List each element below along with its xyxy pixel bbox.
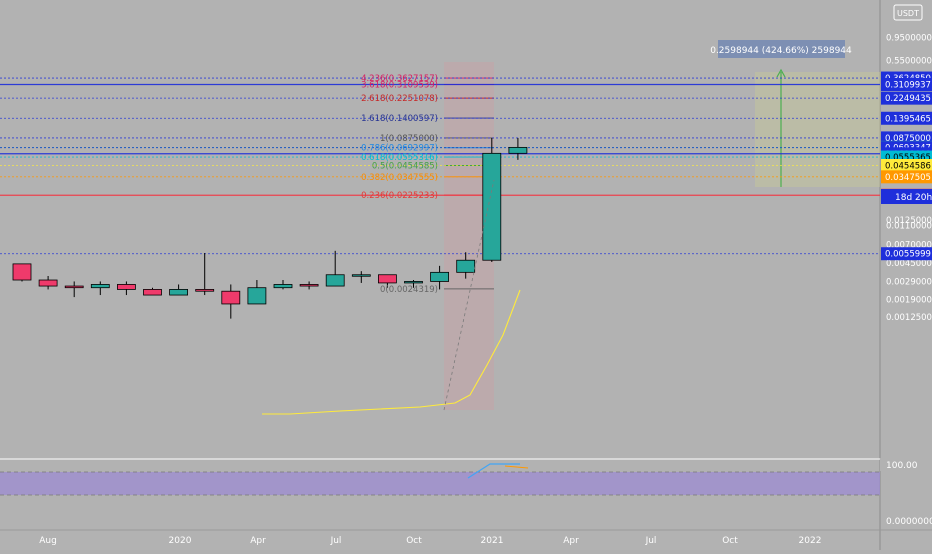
fib-label-3: 1.618(0.1400597) (361, 114, 438, 124)
axis-tick-3: 0.0110000 (886, 221, 932, 231)
x-tick-8: Oct (722, 536, 738, 546)
axis-tick-7: 0.0019000 (886, 295, 932, 305)
candle-3 (90, 281, 110, 296)
rsi-top-label: 100.00 (886, 461, 918, 471)
x-tick-1: 2020 (169, 536, 192, 546)
candle-8 (221, 284, 241, 319)
candle-12 (325, 250, 345, 287)
axis-tick-5: 0.0045000 (886, 259, 932, 269)
axis-tick-2: 0.0125000 (886, 216, 932, 226)
fib-label-8: 0.382(0.0347555) (361, 173, 438, 183)
x-tick-5: 2021 (481, 536, 504, 546)
rsi-top-label-box (880, 458, 932, 471)
candle-10 (273, 280, 293, 290)
price-label-1: 0.3109937 (885, 81, 931, 91)
price-label-box-12 (881, 247, 932, 261)
rsi-signal-line (504, 465, 529, 469)
candles (12, 137, 528, 319)
rsi-bottom-label: 0.0000000 (886, 517, 932, 527)
currency-badge: USDT (897, 9, 919, 18)
axis-tick-4: 0.0070000 (886, 240, 932, 250)
candle-9 (247, 280, 267, 305)
fib-label-6: 0.618(0.0555316) (361, 153, 438, 163)
candle-5 (143, 287, 162, 296)
candle-17 (456, 252, 476, 279)
x-tick-7: Jul (645, 536, 657, 546)
fib-label-2: 2.618(0.2251078) (361, 94, 438, 104)
price-label-box-2 (881, 91, 932, 105)
rsi-band (0, 472, 880, 495)
price-label-3: 0.1395465 (885, 114, 931, 124)
axis-tick-0: 0.9500000 (886, 33, 932, 43)
price-label-12: 0.0055999 (885, 250, 931, 260)
candle-2 (64, 281, 84, 298)
measure-label-box (718, 40, 845, 58)
fib-label-7: 0.5(0.0454585) (372, 162, 438, 172)
fib-label-0: 4.236(0.3627157) (361, 74, 438, 84)
rsi-line (467, 463, 520, 479)
price-label-4: 0.0875000 (885, 134, 931, 144)
moving-average-line (262, 289, 521, 415)
price-label-10: 0.0347505 (885, 173, 931, 183)
measure-area (755, 72, 880, 187)
fib-label-4: 1(0.0875000) (380, 134, 438, 144)
countdown-box (881, 189, 932, 204)
candle-16 (430, 265, 450, 290)
x-tick-2: Apr (250, 536, 266, 546)
x-tick-4: Oct (406, 536, 422, 546)
axis-tick-1: 0.5500000 (886, 56, 932, 66)
candle-15 (404, 280, 423, 288)
candle-1 (38, 276, 58, 290)
x-tick-3: Jul (330, 536, 342, 546)
measure-arrow-head (776, 68, 786, 78)
price-label-box-3 (881, 111, 932, 125)
candle-18 (482, 137, 502, 263)
currency-badge-box[interactable] (893, 4, 923, 21)
fib-labels: 4.236(0.3627157)3.618(0.3109539) 2.618(0.… (361, 74, 438, 295)
x-tick-0: Aug (39, 536, 57, 546)
time-axis-ticks: Aug 2020 Apr Jul Oct 2021 Apr Jul Oct 2022 (39, 536, 821, 546)
fib-label-10: 0(0.0024319) (380, 285, 438, 295)
price-label-box-9 (881, 159, 932, 173)
price-label-2: 0.2249435 (885, 94, 931, 104)
chart-background (0, 0, 880, 530)
measure-label: 0.2598944 (424.66%) 2598944 (710, 46, 852, 56)
candle-7 (195, 252, 215, 296)
candle-11 (299, 281, 319, 290)
candle-14 (377, 274, 397, 288)
countdown-label: 18d 20h (895, 193, 932, 203)
fib-label-1: 3.618(0.3109539) (361, 81, 438, 91)
price-label-box-10 (881, 170, 932, 184)
axis-tick-6: 0.0029000 (886, 277, 932, 287)
candle-6 (169, 284, 189, 296)
candle-13 (351, 271, 371, 283)
fib-label-9: 0.236(0.0225233) (361, 191, 438, 201)
horizontal-levels (0, 77, 880, 255)
fib-label-5: 0.786(0.0692997) (361, 144, 438, 154)
price-label-box-1 (881, 78, 932, 92)
price-label-8: 0.0555365 (885, 153, 931, 163)
x-tick-6: Apr (563, 536, 579, 546)
candle-19 (508, 137, 528, 160)
candle-4 (117, 281, 136, 296)
candle-0 (12, 263, 32, 282)
axis-tick-8: 0.0012500 (886, 313, 932, 323)
x-tick-9: 2022 (799, 536, 822, 546)
price-label-9: 0.0454586 (885, 162, 931, 172)
